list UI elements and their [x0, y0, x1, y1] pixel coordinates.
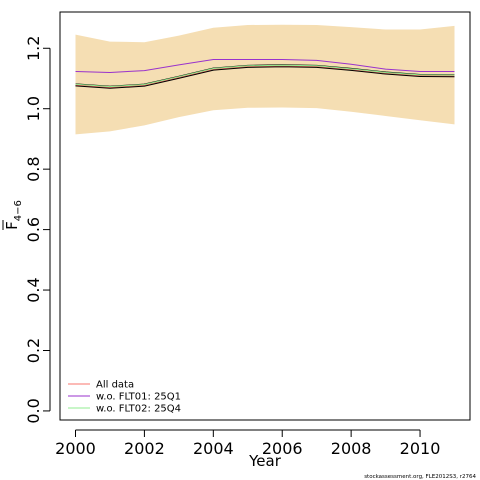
x-tick-label: 2004: [193, 439, 234, 458]
confidence-band: [75, 24, 455, 135]
y-axis-title-main: F: [3, 221, 21, 230]
y-axis-title: F4−6: [2, 200, 24, 230]
y-tick-label: 0.6: [24, 217, 43, 242]
x-tick-label: 2000: [55, 439, 96, 458]
series-layer: [75, 58, 455, 89]
x-axis-title: Year: [248, 452, 282, 470]
y-tick-label: 1.2: [24, 36, 43, 61]
x-tick-label: 2008: [331, 439, 372, 458]
y-axis: 0.0 0.2 0.4 0.6 0.8 1.0 1.2: [24, 36, 51, 424]
y-tick-label: 0.0: [24, 398, 43, 423]
x-tick-label: 2002: [124, 439, 165, 458]
y-tick-label: 1.0: [24, 96, 43, 121]
y-tick-label: 0.8: [24, 156, 43, 181]
x-tick-label: 2006: [262, 439, 303, 458]
credit-note: stockassessment.org, FLE2012S3, r2764: [364, 474, 476, 480]
plot-frame: [59, 11, 471, 421]
svg-text:F4−6: F4−6: [3, 200, 24, 230]
series-line-1: [75, 65, 455, 88]
y-tick-label: 0.2: [24, 338, 43, 363]
x-tick-label: 2010: [400, 439, 441, 458]
y-tick-label: 0.4: [24, 277, 43, 302]
legend-label-1: All data: [96, 380, 134, 391]
legend-label-2: w.o. FLT01: 25Q1: [96, 392, 181, 403]
y-axis-title-subscript: 4−6: [13, 200, 24, 221]
legend-label-3: w.o. FLT02: 25Q4: [96, 404, 181, 415]
x-axis: 2000 2002 2004 2006 2008 2010: [55, 429, 441, 458]
series-line-3: [75, 64, 455, 88]
series-line-2: [75, 58, 455, 73]
plot-area: [59, 11, 471, 421]
